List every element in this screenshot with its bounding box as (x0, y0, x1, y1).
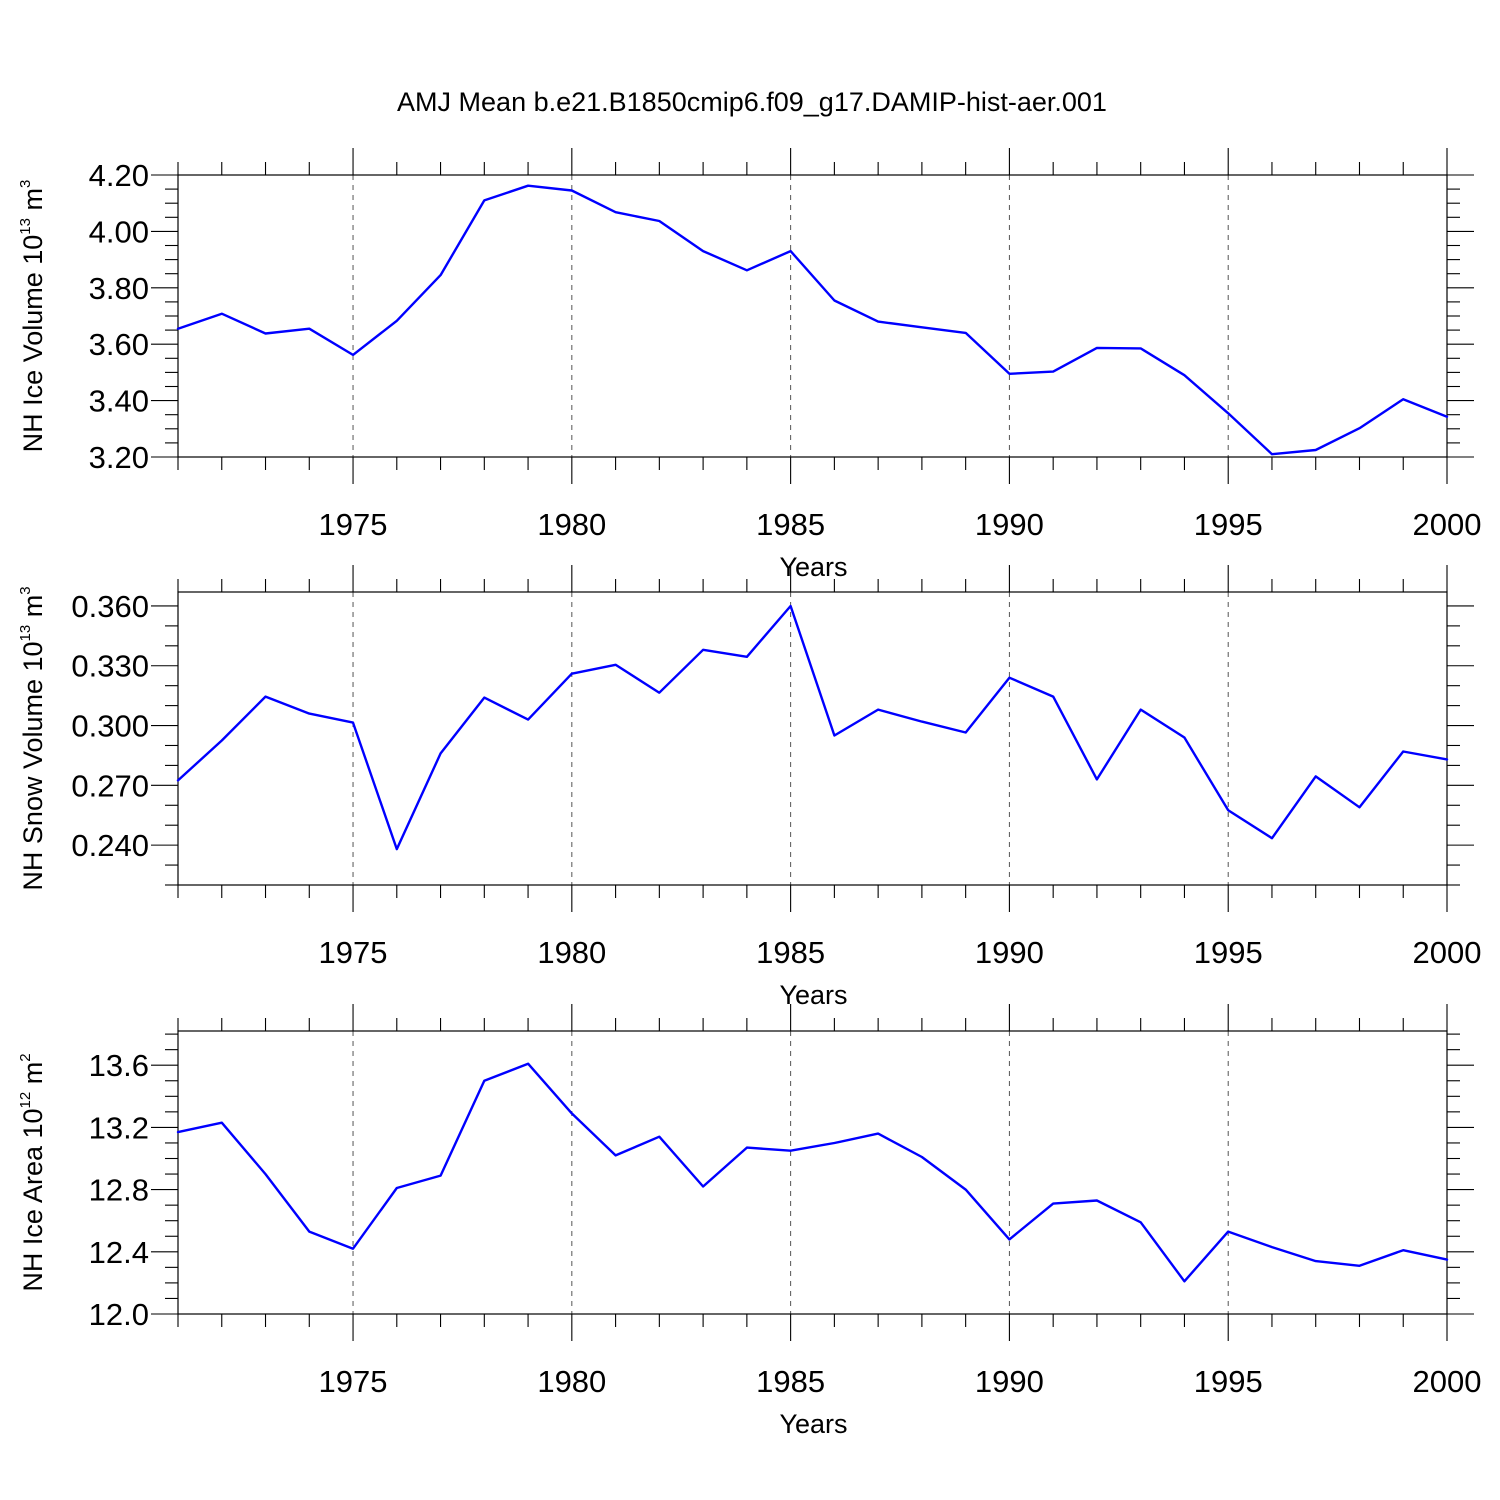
y-tick-label: 13.6 (89, 1048, 149, 1083)
x-tick-label: 2000 (1413, 1364, 1482, 1399)
panel-3: 12.0 12.4 12.8 13.2 13.6 1975 1980 1985 1990 1995… (17, 1004, 1481, 1439)
x-tick-label: 1995 (1194, 1364, 1263, 1399)
y-tick-label: 12.8 (89, 1173, 149, 1208)
x-axis-title: Years (779, 980, 847, 1010)
y-tick-label: 0.240 (71, 828, 149, 863)
x-tick-label: 1975 (319, 1364, 388, 1399)
x-tick-label: 2000 (1413, 507, 1482, 542)
x-tick-label: 1995 (1194, 507, 1263, 542)
y-tick-label: 0.360 (71, 589, 149, 624)
x-tick-label: 1990 (975, 507, 1044, 542)
y-axis-title: NH Ice Volume 1013 m3 (17, 180, 48, 453)
x-tick-label: 2000 (1413, 935, 1482, 970)
x-tick-label: 1985 (756, 1364, 825, 1399)
x-tick-label: 1980 (537, 507, 606, 542)
y-tick-label: 3.20 (89, 440, 149, 475)
x-tick-label: 1975 (319, 935, 388, 970)
y-tick-label: 3.40 (89, 384, 149, 419)
y-tick-label: 0.300 (71, 709, 149, 744)
x-tick-label: 1985 (756, 935, 825, 970)
series-line (176, 604, 1449, 851)
x-tick-label: 1995 (1194, 935, 1263, 970)
series-line (176, 184, 1449, 456)
x-tick-label: 1980 (537, 935, 606, 970)
y-tick-label: 13.2 (89, 1110, 149, 1145)
x-tick-label: 1985 (756, 507, 825, 542)
panel-2: 0.240 0.270 0.300 0.330 0.360 1975 1980 1985 199… (17, 565, 1481, 1010)
plot-frame (177, 591, 1448, 886)
y-axis-title: NH Snow Volume 1013 m3 (17, 586, 48, 890)
series-line (176, 1062, 1449, 1283)
y-tick-label: 3.60 (89, 327, 149, 362)
y-tick-label: 12.4 (89, 1235, 149, 1270)
x-tick-label: 1990 (975, 935, 1044, 970)
x-axis-title: Years (779, 1409, 847, 1439)
y-tick-label: 0.330 (71, 649, 149, 684)
x-tick-label: 1975 (319, 507, 388, 542)
x-axis-title: Years (779, 552, 847, 582)
y-tick-label: 4.00 (89, 214, 149, 249)
chart-title: AMJ Mean b.e21.B1850cmip6.f09_g17.DAMIP-… (397, 87, 1107, 117)
x-tick-label: 1990 (975, 1364, 1044, 1399)
plot-frame (177, 1030, 1448, 1315)
y-tick-label: 12.0 (89, 1297, 149, 1332)
y-tick-label: 4.20 (89, 158, 149, 193)
x-tick-label: 1980 (537, 1364, 606, 1399)
y-tick-label: 0.270 (71, 768, 149, 803)
y-axis-title: NH Ice Area 1012 m2 (17, 1053, 48, 1291)
y-tick-label: 3.80 (89, 271, 149, 306)
